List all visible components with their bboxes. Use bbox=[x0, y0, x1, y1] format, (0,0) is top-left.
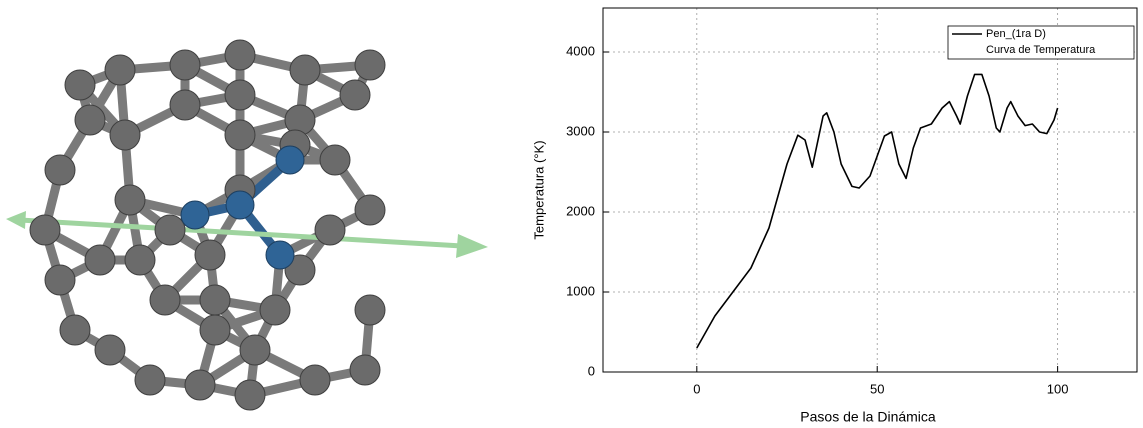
atom bbox=[94, 334, 126, 366]
atom bbox=[354, 49, 386, 81]
atom bbox=[74, 104, 106, 136]
atom bbox=[234, 379, 266, 411]
atom bbox=[134, 364, 166, 396]
atom-highlight bbox=[265, 240, 295, 270]
atom bbox=[44, 154, 76, 186]
axis-arrow bbox=[19, 217, 463, 249]
y-tick-label: 4000 bbox=[566, 43, 595, 58]
atom bbox=[114, 184, 146, 216]
atom bbox=[64, 69, 96, 101]
atom bbox=[239, 334, 271, 366]
data-line bbox=[696, 73, 1059, 349]
atom bbox=[224, 39, 256, 71]
atom bbox=[259, 294, 291, 326]
atom bbox=[349, 354, 381, 386]
atom bbox=[124, 244, 156, 276]
atom bbox=[84, 244, 116, 276]
atom bbox=[184, 369, 216, 401]
molecule-render bbox=[6, 39, 488, 411]
x-axis-label: Pasos de la Dinámica bbox=[800, 409, 936, 425]
atom bbox=[44, 264, 76, 296]
atom bbox=[319, 144, 351, 176]
legend-box bbox=[947, 25, 1135, 60]
atom bbox=[59, 314, 91, 346]
atom bbox=[289, 54, 321, 86]
plot-frame bbox=[602, 7, 1138, 373]
arrow-head bbox=[456, 234, 488, 258]
atom bbox=[154, 214, 186, 246]
legend-label: Pen_(1ra D) bbox=[986, 28, 1046, 40]
atom bbox=[199, 314, 231, 346]
legend-note: Curva de Temperatura bbox=[986, 44, 1096, 56]
atom bbox=[299, 364, 331, 396]
atom bbox=[194, 239, 226, 271]
x-tick-label: 0 bbox=[693, 381, 700, 396]
y-tick-label: 1000 bbox=[566, 283, 595, 298]
atom bbox=[284, 254, 316, 286]
x-tick-label: 100 bbox=[1047, 381, 1069, 396]
atom bbox=[169, 49, 201, 81]
atom bbox=[109, 119, 141, 151]
atom-highlight bbox=[225, 190, 255, 220]
y-tick-label: 2000 bbox=[566, 203, 595, 218]
y-tick-label: 0 bbox=[588, 363, 595, 378]
atom bbox=[339, 79, 371, 111]
x-tick-label: 50 bbox=[870, 381, 884, 396]
arrow-head bbox=[6, 211, 26, 229]
atom bbox=[104, 54, 136, 86]
atom bbox=[354, 294, 386, 326]
atom bbox=[314, 214, 346, 246]
atom bbox=[29, 214, 61, 246]
y-tick-label: 3000 bbox=[566, 123, 595, 138]
atom bbox=[199, 284, 231, 316]
y-axis-label: Temperatura (°K) bbox=[531, 140, 546, 239]
atom bbox=[224, 79, 256, 111]
atom bbox=[149, 284, 181, 316]
atom bbox=[224, 119, 256, 151]
atom-highlight bbox=[180, 200, 210, 230]
atom bbox=[354, 194, 386, 226]
atom bbox=[169, 89, 201, 121]
atom-highlight bbox=[275, 145, 305, 175]
